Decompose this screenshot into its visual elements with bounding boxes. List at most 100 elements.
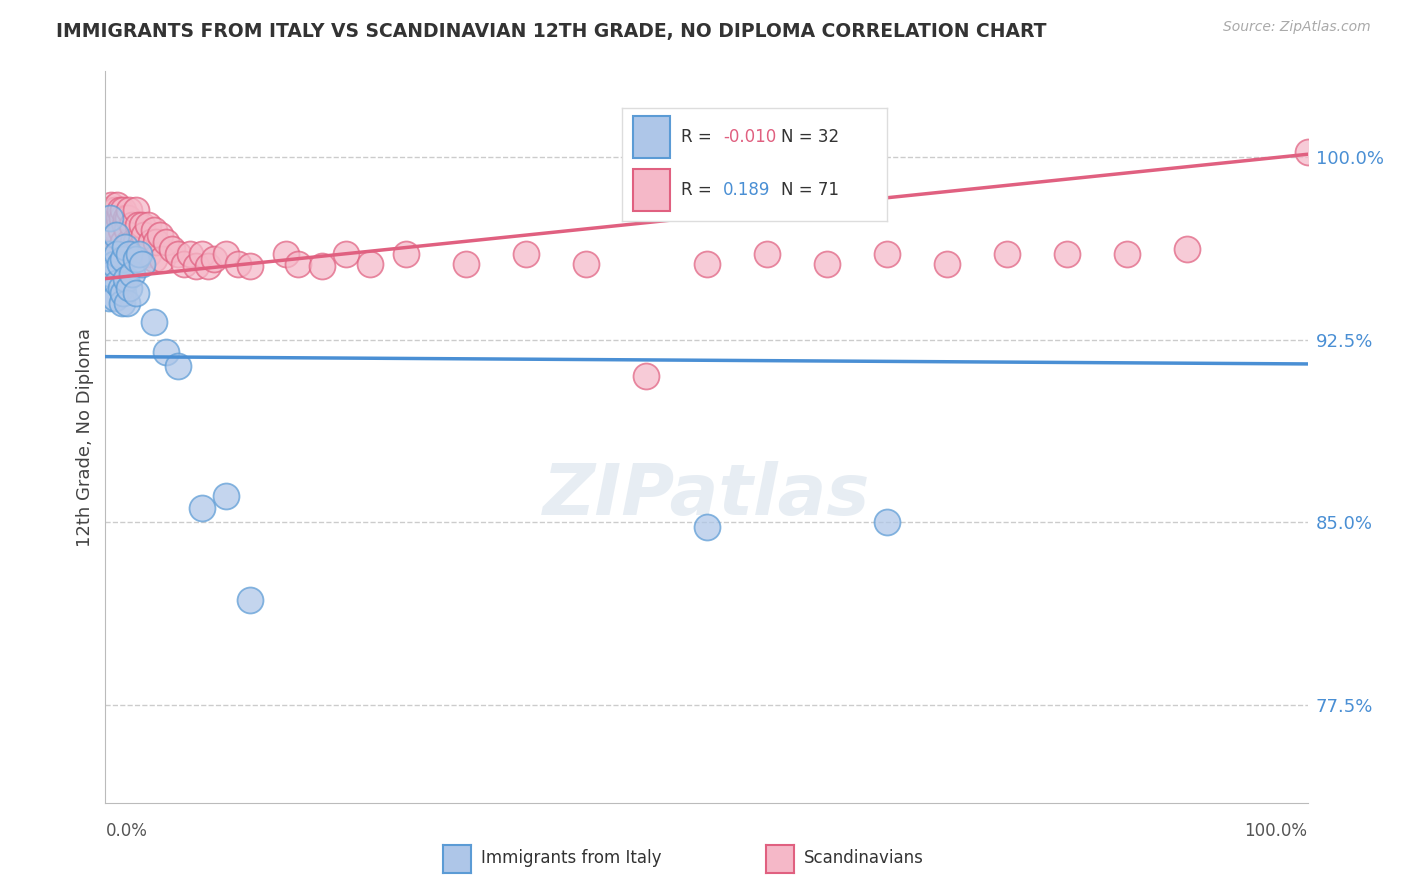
Point xyxy=(395,247,418,261)
Point xyxy=(115,271,138,285)
Point xyxy=(103,257,125,271)
Point xyxy=(122,235,145,249)
Point xyxy=(359,257,381,271)
Point xyxy=(112,286,135,301)
Point xyxy=(115,296,138,310)
Text: 0.0%: 0.0% xyxy=(105,822,148,840)
Point xyxy=(995,247,1018,261)
Point xyxy=(111,211,134,225)
Point xyxy=(117,211,139,225)
Point xyxy=(160,243,183,257)
Point xyxy=(121,267,143,281)
Point xyxy=(1056,247,1078,261)
Point xyxy=(110,281,132,295)
Point xyxy=(101,211,124,225)
Point xyxy=(696,520,718,534)
Text: Scandinavians: Scandinavians xyxy=(804,849,924,867)
Point xyxy=(108,203,131,218)
Text: R =: R = xyxy=(681,181,717,199)
Point xyxy=(100,198,122,212)
Point xyxy=(239,593,262,607)
Point xyxy=(121,218,143,232)
Point xyxy=(118,247,141,261)
Point xyxy=(226,257,249,271)
Point xyxy=(755,247,778,261)
Point xyxy=(112,252,135,266)
Point xyxy=(166,247,188,261)
Point xyxy=(108,257,131,271)
Point xyxy=(127,218,149,232)
Point xyxy=(636,369,658,384)
Text: IMMIGRANTS FROM ITALY VS SCANDINAVIAN 12TH GRADE, NO DIPLOMA CORRELATION CHART: IMMIGRANTS FROM ITALY VS SCANDINAVIAN 12… xyxy=(56,22,1046,41)
Point xyxy=(139,235,162,249)
Text: 100.0%: 100.0% xyxy=(1244,822,1308,840)
Point xyxy=(214,247,236,261)
Point xyxy=(107,227,129,242)
Point xyxy=(184,260,207,274)
Point xyxy=(197,260,219,274)
Y-axis label: 12th Grade, No Diploma: 12th Grade, No Diploma xyxy=(76,327,94,547)
Point xyxy=(696,257,718,271)
Point xyxy=(124,286,146,301)
Point xyxy=(142,223,165,237)
Point xyxy=(1296,145,1319,159)
Point xyxy=(155,344,177,359)
Point xyxy=(131,257,153,271)
Point xyxy=(274,247,297,261)
Text: -0.010: -0.010 xyxy=(723,128,776,146)
Point xyxy=(124,252,146,266)
Point xyxy=(100,235,122,249)
Point xyxy=(173,257,195,271)
Point xyxy=(287,257,309,271)
Point xyxy=(136,218,159,232)
Point xyxy=(311,260,333,274)
Point xyxy=(115,223,138,237)
Point xyxy=(124,203,146,218)
Point xyxy=(142,316,165,330)
Point xyxy=(136,247,159,261)
Point xyxy=(111,296,134,310)
Point xyxy=(105,227,128,242)
Point xyxy=(142,252,165,266)
Point xyxy=(104,203,127,218)
Point xyxy=(179,247,201,261)
Point xyxy=(190,247,212,261)
Point xyxy=(145,235,167,249)
Text: ZIPatlas: ZIPatlas xyxy=(543,461,870,530)
Text: 0.189: 0.189 xyxy=(723,181,770,199)
Point xyxy=(1175,243,1198,257)
Point xyxy=(114,218,136,232)
Point xyxy=(214,489,236,503)
Point xyxy=(202,252,225,266)
Point xyxy=(190,500,212,515)
Point xyxy=(112,235,135,249)
Point xyxy=(98,223,121,237)
Point xyxy=(98,211,121,225)
Point xyxy=(876,247,898,261)
Text: Immigrants from Italy: Immigrants from Italy xyxy=(481,849,661,867)
Point xyxy=(132,227,155,242)
Point xyxy=(1116,247,1139,261)
Point xyxy=(575,257,598,271)
Point xyxy=(112,203,135,218)
Point xyxy=(105,223,128,237)
Point xyxy=(103,227,125,242)
Point xyxy=(110,223,132,237)
Point xyxy=(114,240,136,254)
Point xyxy=(124,235,146,249)
Point xyxy=(150,252,173,266)
Text: Source: ZipAtlas.com: Source: ZipAtlas.com xyxy=(1223,20,1371,34)
Point xyxy=(166,359,188,374)
Point xyxy=(131,218,153,232)
FancyBboxPatch shape xyxy=(633,169,671,211)
Point xyxy=(100,267,122,281)
Point xyxy=(148,227,170,242)
Point xyxy=(98,291,121,305)
Point xyxy=(107,198,129,212)
Point xyxy=(118,281,141,295)
Text: R =: R = xyxy=(681,128,717,146)
Point xyxy=(515,247,537,261)
Point xyxy=(936,257,959,271)
Point xyxy=(876,516,898,530)
Text: N = 71: N = 71 xyxy=(782,181,839,199)
